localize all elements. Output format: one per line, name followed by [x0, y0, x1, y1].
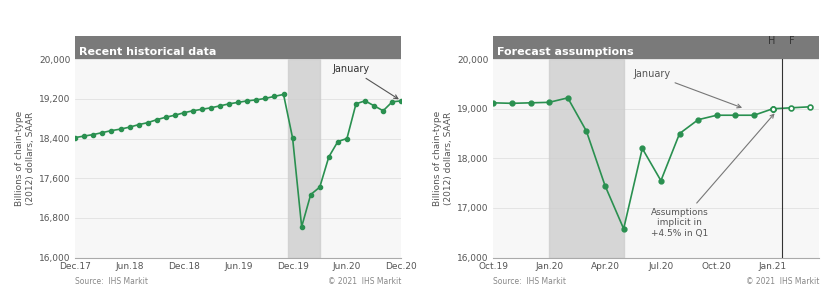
Y-axis label: Billions of chain-type
(2012) dollars, SAAR: Billions of chain-type (2012) dollars, S…: [15, 111, 35, 206]
Text: © 2021  IHS Markit: © 2021 IHS Markit: [746, 277, 819, 286]
Text: Assumptions
implicit in
+4.5% in Q1: Assumptions implicit in +4.5% in Q1: [650, 114, 774, 238]
Text: © 2021  IHS Markit: © 2021 IHS Markit: [328, 277, 401, 286]
Bar: [549, 59, 624, 258]
Text: H: H: [768, 36, 776, 46]
Text: Forecast assumptions: Forecast assumptions: [497, 47, 634, 57]
Text: Recent historical data: Recent historical data: [79, 47, 217, 57]
Text: Source:  IHS Markit: Source: IHS Markit: [493, 277, 566, 286]
Text: Source:  IHS Markit: Source: IHS Markit: [75, 277, 148, 286]
Text: January: January: [333, 64, 398, 99]
Bar: [288, 59, 319, 258]
Text: January: January: [633, 69, 741, 108]
Y-axis label: Billions of chain-type
(2012) dollars, SAAR: Billions of chain-type (2012) dollars, S…: [433, 111, 453, 206]
Text: F: F: [789, 36, 795, 46]
